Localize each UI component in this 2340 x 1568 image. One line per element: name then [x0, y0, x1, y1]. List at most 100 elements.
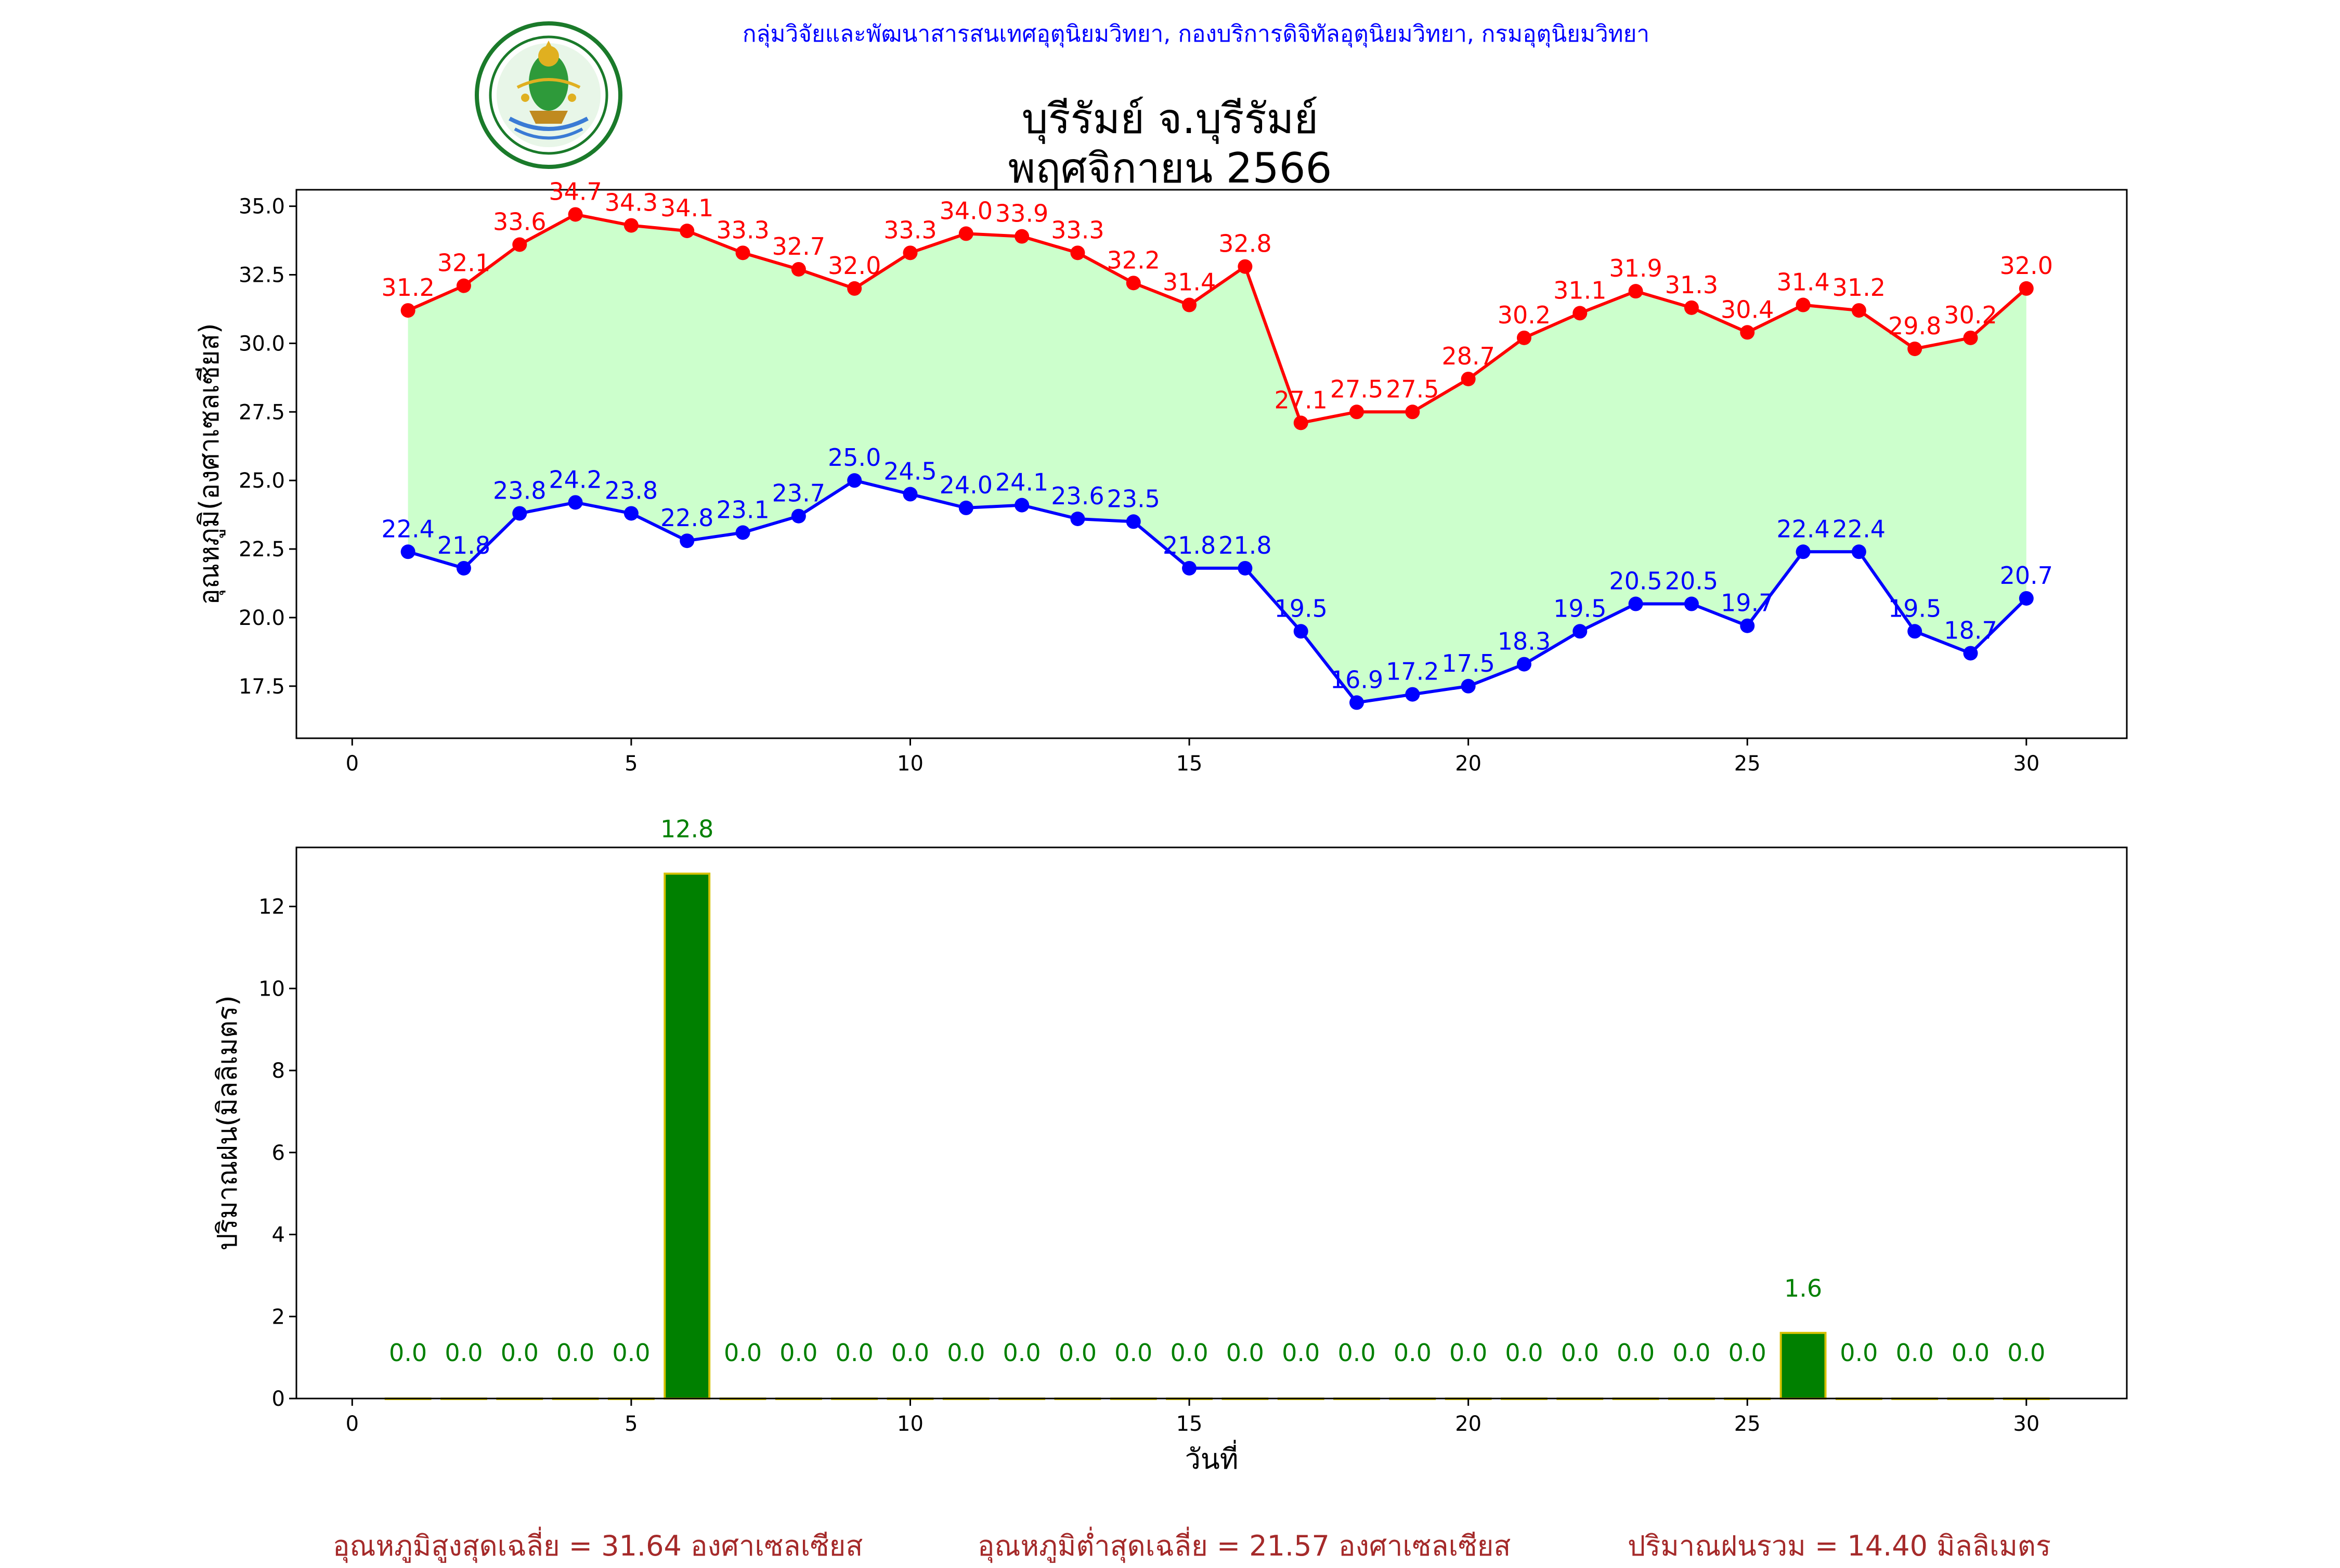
max-temp-point: [1238, 259, 1253, 274]
max-temp-data-label: 31.2: [1832, 273, 1886, 302]
max-temp-data-label: 33.3: [883, 216, 937, 244]
max-temp-data-label: 32.2: [1107, 246, 1160, 274]
max-temp-data-label: 32.1: [437, 249, 490, 277]
max-temp-data-label: 32.7: [772, 232, 825, 260]
min-temp-point: [1461, 678, 1476, 694]
rain-data-label: 0.0: [1840, 1339, 1878, 1367]
max-temp-point: [1907, 341, 1922, 356]
x-tick-label: 15: [1176, 1412, 1203, 1436]
max-temp-data-label: 31.4: [1776, 268, 1829, 296]
x-tick-label: 25: [1734, 1412, 1761, 1436]
x-tick-label: 20: [1455, 1412, 1481, 1436]
rain-data-label: 0.0: [501, 1339, 539, 1367]
x-tick-label: 15: [1176, 752, 1203, 776]
max-temp-point: [1572, 306, 1588, 321]
max-temp-point: [958, 226, 973, 241]
rain-data-label: 0.0: [1728, 1339, 1766, 1367]
max-temp-data-label: 27.5: [1386, 375, 1439, 403]
min-temp-point: [903, 487, 918, 502]
total-rain-summary: ปริมาณฝนรวม = 14.40 มิลลิเมตร: [1628, 1530, 2051, 1562]
max-temp-point: [400, 303, 415, 318]
min-temp-data-label: 21.8: [1163, 531, 1216, 559]
max-temp-point: [1684, 300, 1699, 315]
max-temp-point: [568, 207, 583, 222]
max-temp-data-label: 28.7: [1441, 342, 1494, 370]
temperature-plot-frame: [295, 189, 2128, 739]
min-temp-point: [735, 525, 750, 540]
min-temp-data-label: 17.2: [1386, 658, 1439, 686]
min-temp-data-label: 19.5: [1274, 594, 1327, 622]
min-temp-data-label: 20.5: [1665, 567, 1718, 595]
min-temp-data-label: 18.7: [1944, 616, 1997, 644]
max-temp-point: [847, 281, 862, 296]
min-temp-point: [512, 506, 527, 521]
min-temp-data-label: 24.2: [549, 465, 602, 493]
x-tick-label: 10: [897, 752, 924, 776]
y-tick-label: 35.0: [239, 195, 285, 219]
max-temp-data-label: 31.2: [381, 273, 434, 302]
min-temp-data-label: 22.8: [660, 504, 713, 532]
min-temp-point: [847, 473, 862, 488]
max-temp-data-label: 33.9: [995, 200, 1048, 228]
min-temp-data-label: 25.0: [828, 443, 881, 472]
max-temp-point: [735, 245, 750, 260]
max-temp-data-label: 30.4: [1721, 295, 1774, 323]
max-temp-data-label: 32.8: [1218, 230, 1271, 258]
rain-data-label: 1.6: [1784, 1274, 1822, 1302]
max-temp-point: [456, 278, 471, 293]
min-temp-data-label: 23.5: [1107, 485, 1160, 513]
min-temp-data-label: 24.0: [940, 471, 993, 499]
min-temp-data-label: 23.8: [493, 476, 546, 504]
avg-min-summary: อุณหภูมิต่ำสุดเฉลี่ย = 21.57 องศาเซลเซีย…: [978, 1530, 1511, 1562]
y-tick-label: 27.5: [239, 400, 285, 424]
y-tick-label: 10: [258, 977, 285, 1001]
min-temp-point: [1740, 618, 1755, 633]
max-temp-data-label: 30.2: [1944, 301, 1997, 329]
y-tick-label: 12: [258, 895, 285, 919]
y-tick-label: 22.5: [239, 538, 285, 561]
y-axis-label: ปริมาณฝน(มิลลิเมตร): [212, 995, 243, 1250]
max-temp-point: [512, 237, 527, 252]
min-temp-data-label: 20.7: [2000, 561, 2053, 590]
max-temp-data-label: 34.0: [940, 197, 993, 225]
min-temp-data-label: 21.8: [1218, 531, 1271, 559]
max-temp-point: [1182, 297, 1197, 312]
rain-data-label: 0.0: [556, 1339, 594, 1367]
x-tick-label: 20: [1455, 752, 1481, 776]
rain-data-label: 0.0: [1672, 1339, 1710, 1367]
min-temp-point: [1851, 544, 1866, 559]
rain-data-label: 0.0: [389, 1339, 427, 1367]
max-temp-data-label: 31.9: [1609, 254, 1662, 282]
min-temp-data-label: 22.4: [1832, 515, 1886, 543]
max-temp-point: [903, 245, 918, 260]
rain-plot-frame: [295, 846, 2128, 1400]
y-tick-label: 6: [272, 1141, 285, 1165]
y-tick-label: 2: [272, 1305, 285, 1329]
y-tick-label: 17.5: [239, 675, 285, 699]
max-temp-point: [623, 218, 639, 233]
min-temp-point: [1182, 560, 1197, 576]
min-temp-point: [400, 544, 415, 559]
max-temp-point: [1516, 330, 1531, 345]
min-temp-line: [407, 478, 2027, 704]
rain-data-label: 0.0: [612, 1339, 650, 1367]
min-temp-data-label: 16.9: [1330, 665, 1383, 694]
min-temp-point: [791, 508, 806, 524]
max-temp-data-label: 31.3: [1665, 271, 1718, 299]
x-tick-label: 5: [625, 752, 638, 776]
rain-data-label: 0.0: [779, 1339, 817, 1367]
min-temp-point: [1684, 596, 1699, 611]
y-axis-label: อุณหภูมิ(องศาเซลเซียส): [194, 323, 226, 605]
min-temp-data-label: 22.4: [381, 515, 434, 543]
rain-data-label: 0.0: [1952, 1339, 1990, 1367]
rain-data-label: 0.0: [1617, 1339, 1655, 1367]
min-temp-point: [568, 495, 583, 510]
rain-data-label: 0.0: [836, 1339, 874, 1367]
rain-data-label: 12.8: [660, 815, 713, 843]
min-temp-point: [1238, 560, 1253, 576]
min-temp-data-label: 23.7: [772, 479, 825, 507]
min-temp-point: [1963, 646, 1978, 661]
max-temp-point: [791, 262, 806, 277]
min-temp-data-label: 24.1: [995, 468, 1048, 496]
